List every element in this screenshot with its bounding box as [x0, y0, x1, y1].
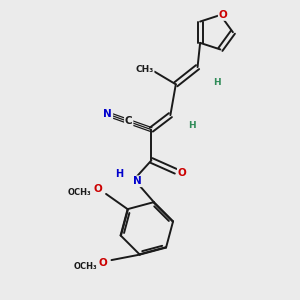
- Text: H: H: [115, 169, 123, 179]
- Text: O: O: [178, 168, 187, 178]
- Text: O: O: [219, 10, 227, 20]
- Text: C: C: [125, 116, 133, 126]
- Text: CH₃: CH₃: [135, 65, 154, 74]
- Text: H: H: [213, 78, 220, 87]
- Text: N: N: [103, 109, 112, 119]
- Text: H: H: [188, 122, 196, 130]
- Text: O: O: [94, 184, 102, 194]
- Text: OCH₃: OCH₃: [68, 188, 92, 196]
- Text: O: O: [99, 258, 108, 268]
- Text: N: N: [134, 176, 142, 186]
- Text: OCH₃: OCH₃: [74, 262, 97, 271]
